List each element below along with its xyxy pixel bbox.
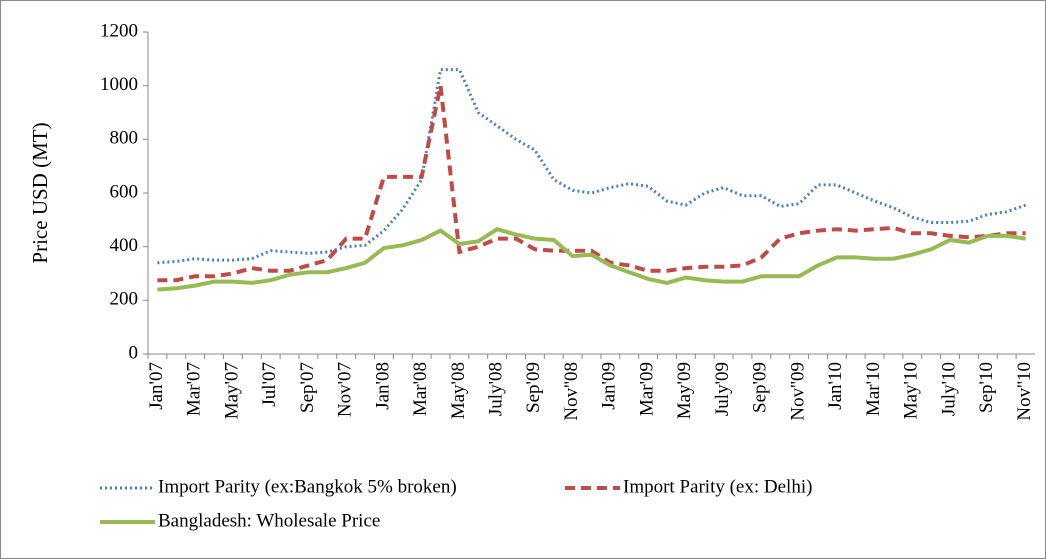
x-tick-label: Mar'10 [863, 362, 884, 416]
x-tick-label: Sep'07 [297, 362, 318, 413]
y-tick-label: 1200 [100, 20, 138, 41]
x-tick-label: Nov''08 [561, 362, 582, 421]
x-tick-label: Jan'07 [146, 362, 167, 410]
x-tick-label: May'09 [674, 362, 695, 419]
x-tick-label: May'10 [901, 362, 922, 419]
x-tick-label: Nov'07 [335, 362, 356, 417]
x-tick-label: July'09 [712, 362, 733, 416]
series-line [157, 85, 1026, 283]
x-tick-label: Nov''09 [787, 362, 808, 421]
x-tick-label: Jan'09 [599, 362, 620, 410]
x-tick-label: Mar'07 [184, 362, 205, 416]
y-tick-label: 200 [110, 289, 139, 310]
y-tick-label: 600 [110, 181, 139, 202]
legend-label: Import Parity (ex:Bangkok 5% broken) [158, 476, 457, 497]
y-tick-label: 800 [110, 128, 139, 149]
legend-label: Import Parity (ex: Delhi) [623, 476, 812, 497]
x-tick-label: May'08 [448, 362, 469, 419]
x-tick-label: Sep'10 [976, 362, 997, 413]
x-tick-label: Mar'09 [636, 362, 657, 416]
x-tick-label: Sep'09 [523, 362, 544, 413]
x-tick-label: Jan'08 [372, 362, 393, 410]
x-tick-label: July'10 [938, 362, 959, 416]
x-tick-label: Jan'10 [825, 362, 846, 410]
y-axis-label: Price USD (MT) [28, 122, 52, 263]
x-tick-label: Jul'07 [259, 362, 280, 407]
series-line [157, 227, 1026, 292]
x-tick-label: July'08 [485, 362, 506, 416]
series-line [157, 68, 1027, 265]
x-tick-label: Sep'09 [750, 362, 771, 413]
x-tick-label: May'07 [221, 362, 242, 419]
x-tick-label: Nov''10 [1014, 362, 1035, 421]
x-tick-label: Mar'08 [410, 362, 431, 416]
y-tick-label: 1000 [100, 74, 138, 95]
legend-label: Bangladesh: Wholesale Price [158, 510, 380, 531]
y-tick-label: 0 [129, 342, 139, 363]
y-tick-label: 400 [110, 235, 139, 256]
